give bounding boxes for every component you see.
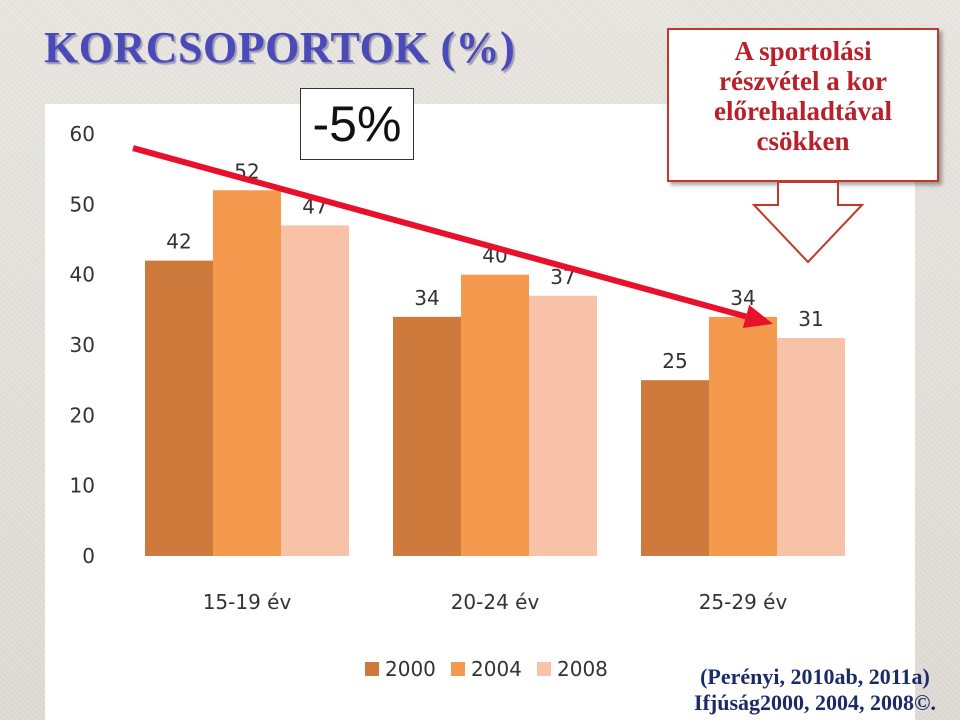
bar-chart: 0 10 20 30 40 50 60 42 34 25 52 40 34 47 37 31 15-19 év 2… <box>70 122 845 681</box>
y-tick-label: 60 <box>70 122 95 146</box>
bar-2004-2 <box>461 274 529 556</box>
source-line-1: (Perényi, 2010ab, 2011a) <box>700 664 930 689</box>
bar-2004-1 <box>213 190 281 556</box>
bar-2008-3 <box>777 337 845 556</box>
chart-panel: 0 10 20 30 40 50 60 42 34 25 52 40 34 47 37 31 15-19 év 2… <box>45 104 915 720</box>
source-line-2: Ifjúság2000, 2004, 2008©. <box>694 690 936 715</box>
bar-2000-1 <box>145 260 213 556</box>
y-tick-label: 40 <box>70 263 95 287</box>
data-label: 25 <box>662 349 687 373</box>
data-label: 31 <box>798 307 823 331</box>
source-citation: (Perényi, 2010ab, 2011a) Ifjúság2000, 20… <box>670 664 960 716</box>
y-tick-label: 0 <box>82 544 95 568</box>
bar-2000-3 <box>641 380 709 556</box>
data-label: 34 <box>730 286 755 310</box>
callout-line-1: A sportolási <box>734 36 872 66</box>
legend-label: 2004 <box>471 657 522 681</box>
bar-2008-2 <box>529 295 597 556</box>
bar-2000-2 <box>393 316 461 556</box>
data-label: 42 <box>166 230 191 254</box>
data-label: 34 <box>414 286 439 310</box>
bar-2008-1 <box>281 225 349 556</box>
data-label: 37 <box>550 265 575 289</box>
bar-2004-3 <box>709 316 777 556</box>
legend-swatch-2008 <box>537 662 551 676</box>
change-percentage-box: -5% <box>300 88 414 160</box>
legend-swatch-2000 <box>365 662 379 676</box>
x-category-label: 15-19 év <box>203 590 292 614</box>
callout-box: A sportolási részvétel a kor előrehaladt… <box>667 28 939 182</box>
callout-line-3: előrehaladtával <box>714 96 892 126</box>
y-tick-label: 30 <box>70 333 95 357</box>
data-label: 40 <box>482 244 507 268</box>
x-category-label: 25-29 év <box>699 590 788 614</box>
callout-line-2: részvétel a kor <box>719 66 887 96</box>
data-label: 52 <box>234 159 259 183</box>
x-category-label: 20-24 év <box>451 590 540 614</box>
legend-label: 2008 <box>557 657 608 681</box>
change-percentage-label: -5% <box>312 96 402 152</box>
legend-swatch-2004 <box>451 662 465 676</box>
callout-line-4: csökken <box>756 126 850 156</box>
legend-label: 2000 <box>385 657 436 681</box>
y-tick-label: 20 <box>70 403 95 427</box>
slide-title: KORCSOPORTOK (%) <box>44 23 516 72</box>
y-tick-label: 50 <box>70 192 95 216</box>
data-label: 47 <box>302 194 327 218</box>
y-tick-label: 10 <box>70 474 95 498</box>
